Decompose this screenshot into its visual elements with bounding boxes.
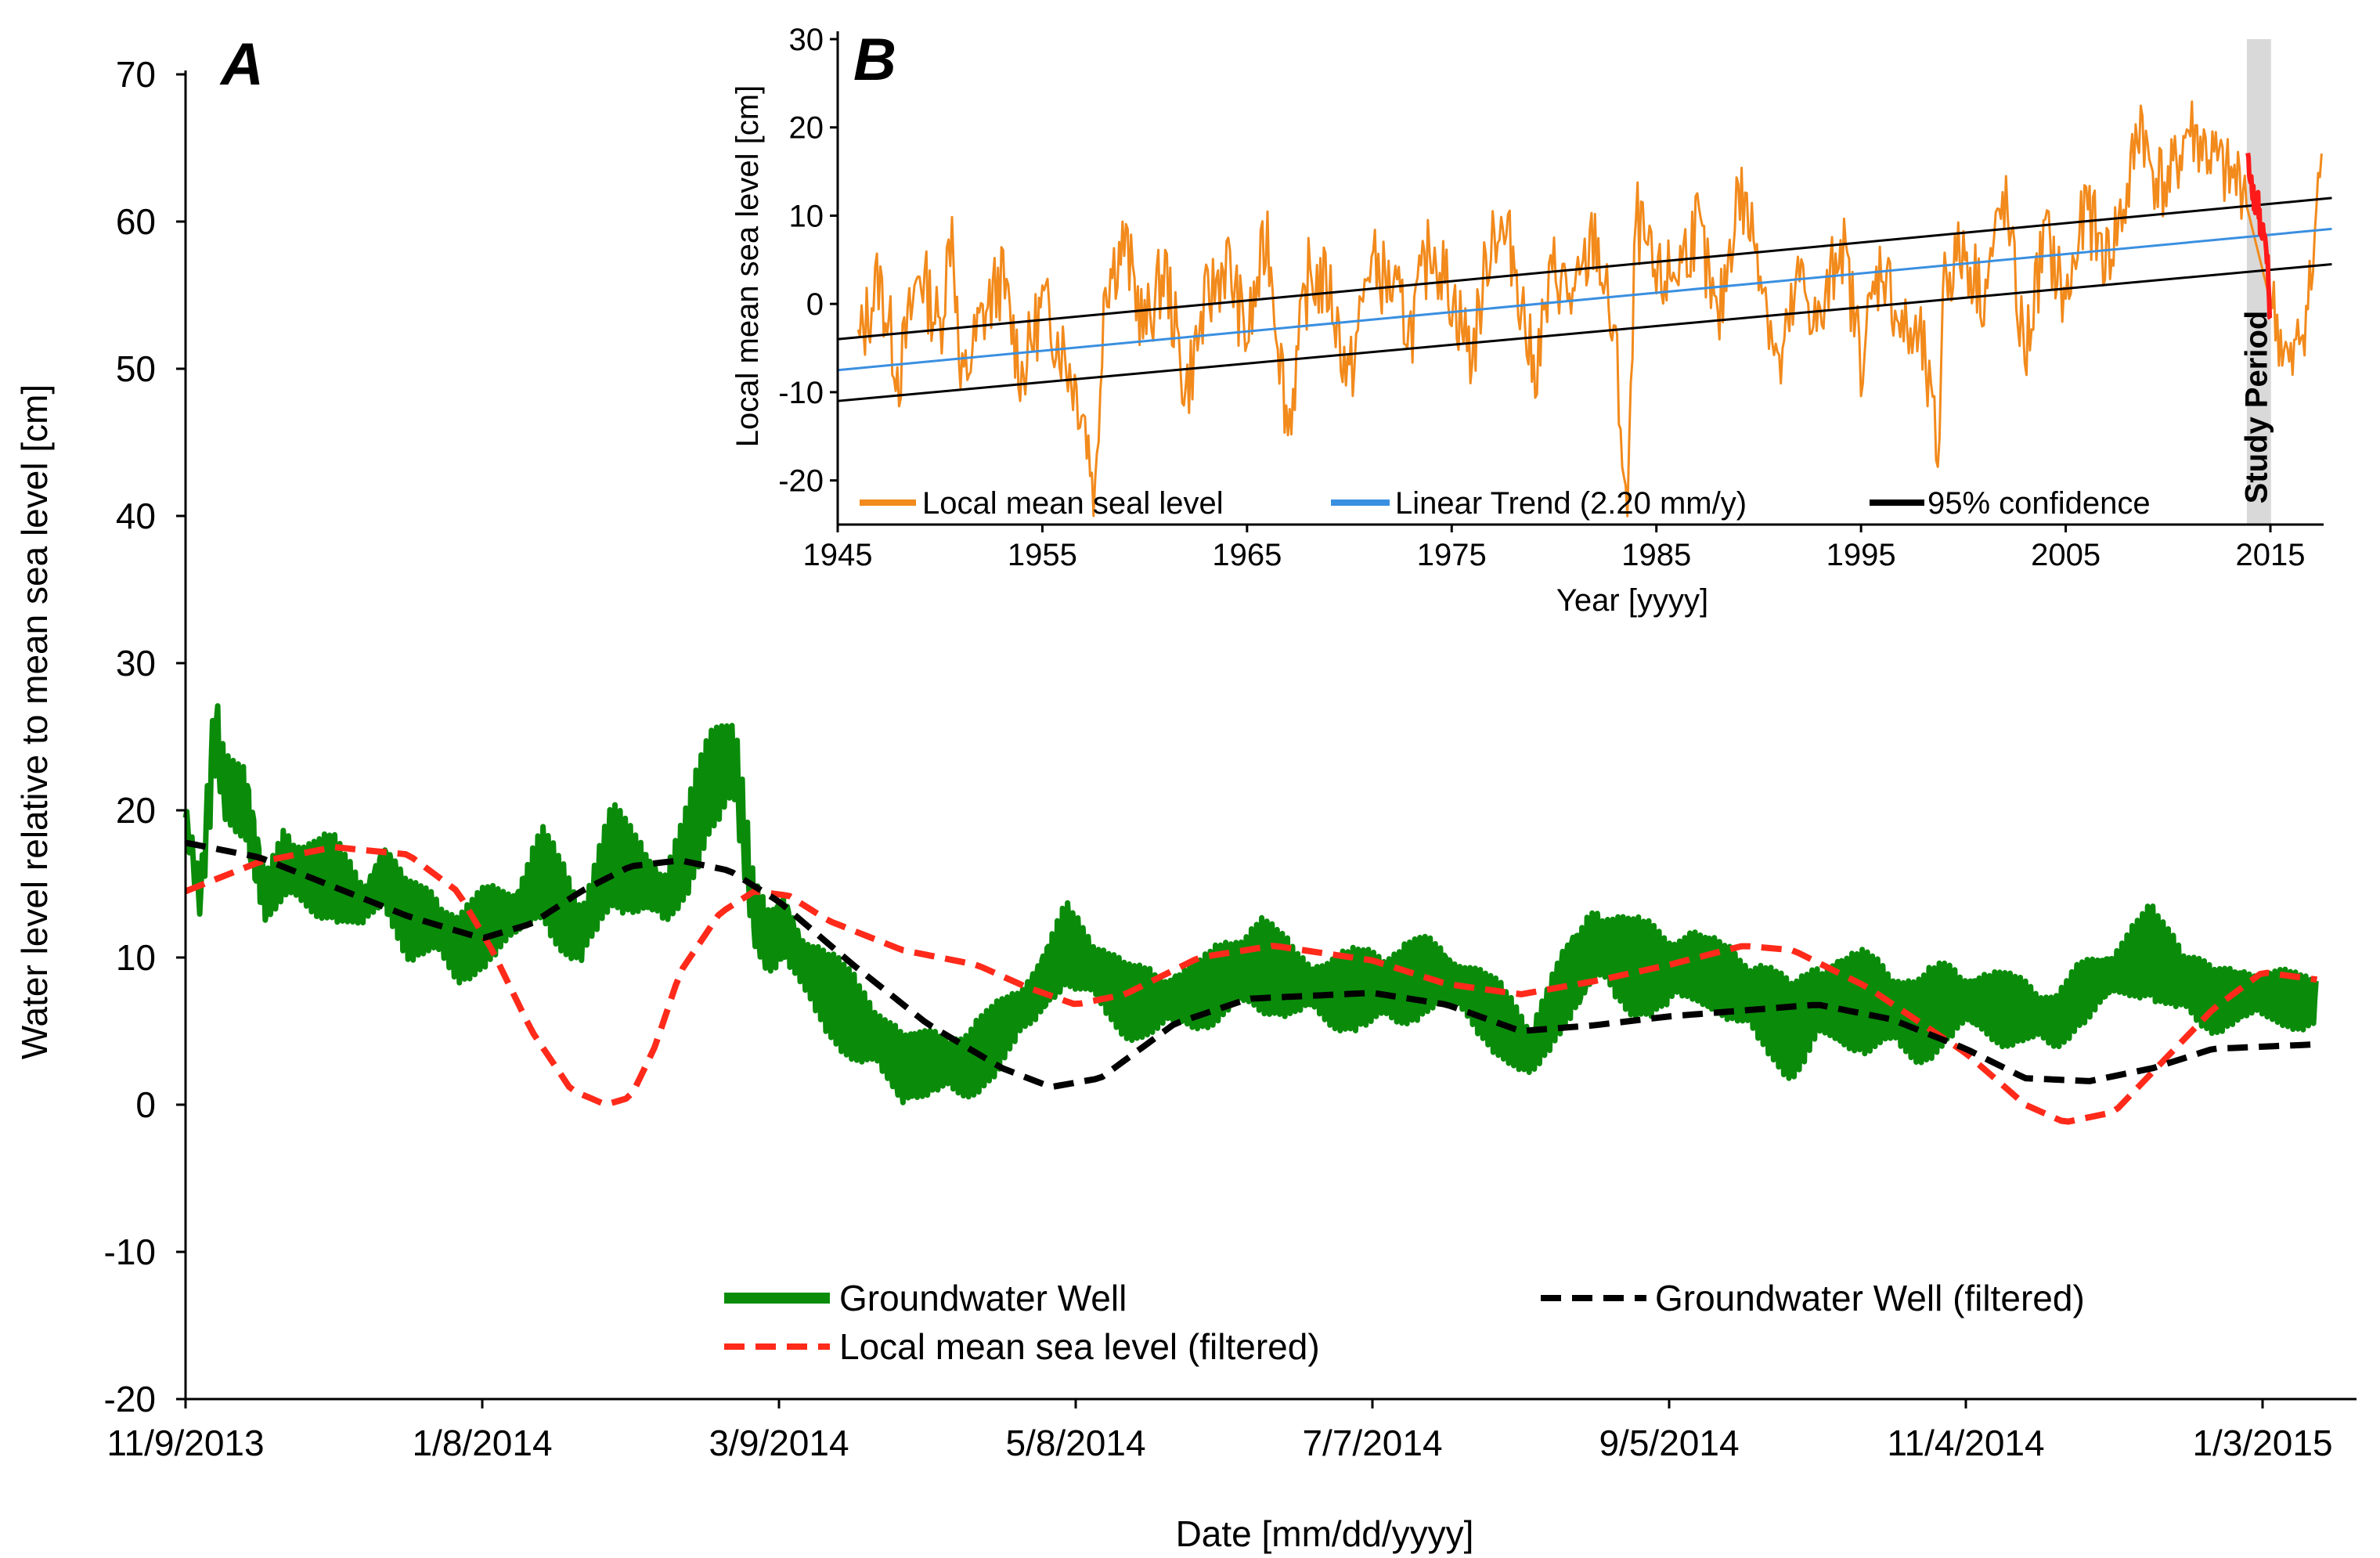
x-tick-label: 11/9/2013 — [106, 1423, 264, 1463]
y-tick-label: 0 — [806, 287, 824, 322]
y-tick-label: 50 — [116, 348, 156, 389]
x-tick-label: 1945 — [803, 538, 873, 572]
series-local-mean-sea-level — [856, 100, 2323, 518]
y-tick-label: 70 — [116, 54, 156, 95]
series-groundwater-well — [182, 703, 2319, 1105]
panel-b-axes — [836, 31, 2324, 526]
study-period-annotation: Study Period — [2239, 311, 2274, 504]
x-tick-label: 9/5/2014 — [1599, 1423, 1739, 1463]
y-tick-label: 30 — [116, 643, 156, 683]
panel-a-axes — [184, 70, 2357, 1401]
x-tick-label: 1/8/2014 — [412, 1423, 552, 1463]
legend-label-groundwater-well: Groundwater Well — [839, 1278, 1127, 1318]
legend-label-groundwater-filtered: Groundwater Well (filtered) — [1655, 1278, 2085, 1318]
x-tick-label: 1965 — [1212, 538, 1282, 572]
y-tick-label: 20 — [116, 790, 156, 831]
panel-b-ticks: -20 -10 0 10 20 30 1945 1955 1965 1975 1985 1995 200… — [778, 23, 2305, 572]
panel-a-label: A — [219, 31, 264, 98]
panel-b-y-axis-title: Local mean sea level [cm] — [730, 85, 765, 447]
panel-b-x-axis-title: Year [yyyy] — [1556, 583, 1708, 618]
series-study-period — [2245, 152, 2273, 320]
y-tick-label: 20 — [789, 111, 824, 146]
y-tick-label: 60 — [116, 201, 156, 242]
y-tick-label: 40 — [116, 496, 156, 536]
x-tick-label: 1975 — [1417, 538, 1487, 572]
legend-label-local-mean-sea-level: Local mean seal level — [922, 486, 1224, 521]
y-tick-label: -10 — [778, 376, 824, 410]
panel-b-label: B — [853, 27, 896, 93]
panel-a-x-axis-title: Date [mm/dd/yyyy] — [1176, 1513, 1474, 1554]
x-tick-label: 5/8/2014 — [1005, 1423, 1145, 1463]
y-tick-label: 10 — [116, 937, 156, 978]
y-tick-label: -20 — [104, 1379, 156, 1419]
y-tick-label: 30 — [789, 23, 824, 57]
panel-b-legend: Local mean seal level Linear Trend (2.20… — [860, 486, 2151, 521]
panel-a-ticks: -20 -10 0 10 20 30 40 50 60 70 11/9/2013 1/8/2014 3/… — [104, 54, 2333, 1463]
series-linear-trend — [837, 227, 2332, 372]
x-tick-label: 1985 — [1621, 538, 1691, 572]
x-tick-label: 1/3/2015 — [2192, 1423, 2332, 1463]
panel-b: -20 -10 0 10 20 30 1945 1955 1965 1975 1985 1995 200… — [730, 22, 2332, 618]
x-tick-label: 1995 — [1826, 538, 1896, 572]
legend-label-linear-trend: Linear Trend (2.20 mm/y) — [1395, 486, 1747, 521]
y-tick-label: -20 — [778, 464, 824, 499]
x-tick-label: 1955 — [1008, 538, 1077, 572]
x-tick-label: 2015 — [2236, 538, 2306, 572]
panel-b-series — [837, 100, 2332, 518]
legend-label-95-confidence: 95% confidence — [1927, 486, 2151, 521]
y-tick-label: 0 — [135, 1084, 156, 1125]
panel-a-series — [184, 839, 2318, 1125]
groundwater-well-band — [182, 703, 2319, 1105]
panel-a-legend: Groundwater Well Local mean sea level (f… — [724, 1278, 2085, 1367]
panel-a-y-axis-title: Water level relative to mean sea level [… — [14, 384, 55, 1059]
x-tick-label: 7/7/2014 — [1302, 1423, 1442, 1463]
series-groundwater-well-filtered — [185, 839, 2317, 1091]
series-95-confidence-lower — [837, 262, 2332, 402]
panel-a: -20 -10 0 10 20 30 40 50 60 70 11/9/2013 1/8/2014 3/… — [14, 31, 2357, 1554]
y-tick-label: -10 — [104, 1232, 156, 1272]
x-tick-label: 11/4/2014 — [1887, 1423, 2044, 1463]
y-tick-label: 10 — [789, 199, 824, 233]
series-95-confidence-upper — [837, 197, 2332, 341]
legend-label-sea-level-filtered: Local mean sea level (filtered) — [839, 1326, 1320, 1367]
x-tick-label: 2005 — [2031, 538, 2101, 572]
x-tick-label: 3/9/2014 — [709, 1423, 849, 1463]
